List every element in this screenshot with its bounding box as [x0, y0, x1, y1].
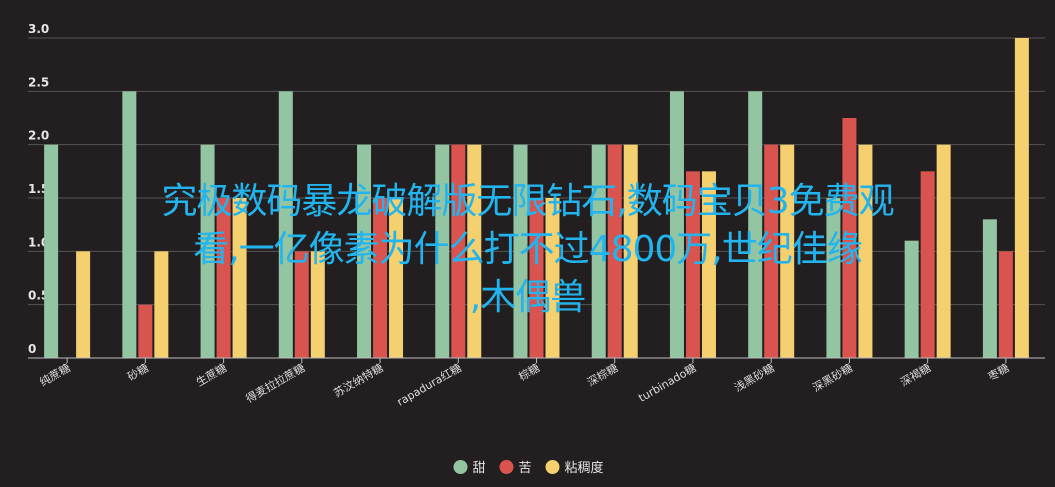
x-tick-label: 浅黑砂糖 [732, 360, 777, 394]
bar [607, 144, 622, 358]
bar [200, 144, 215, 358]
bar [701, 171, 716, 358]
bar [529, 198, 544, 358]
bar [623, 144, 638, 358]
x-tick-label: 纯蔗糖 [37, 360, 73, 389]
bar [138, 304, 153, 358]
bar [1014, 38, 1029, 358]
x-axis-ticks: 纯蔗糖 砂糖 生蔗糖 得麦拉拉蔗糖 苏汶纳特糖 rapadura红糖 棕糖 深棕糖 turbin… [37, 358, 1011, 409]
bar [982, 219, 997, 358]
x-tick-label: 苏汶纳特糖 [331, 360, 386, 400]
bar [764, 144, 779, 358]
legend-swatch [499, 460, 514, 474]
bar [467, 144, 482, 358]
legend-label: 甜 [473, 460, 486, 476]
y-tick-label: 2.0 [28, 129, 49, 143]
legend-label: 粘稠度 [565, 460, 604, 476]
bar [435, 144, 450, 358]
y-tick-label: 0.5 [28, 289, 49, 303]
bar [669, 91, 684, 358]
bar [826, 198, 841, 358]
y-tick-label: 2.5 [28, 75, 49, 89]
bar [936, 144, 951, 358]
bar [685, 171, 700, 358]
y-tick-label: 0 [28, 342, 36, 356]
bar [232, 198, 247, 358]
x-tick-label: 砂糖 [125, 360, 151, 383]
legend: 甜 苦 粘稠度 [453, 460, 604, 476]
y-tick-label: 1.0 [28, 235, 49, 249]
y-tick-label: 3.0 [28, 22, 49, 36]
x-tick-label: 枣糖 [985, 360, 1011, 383]
x-tick-label: 深黑砂糖 [810, 360, 855, 394]
bar [154, 251, 169, 358]
bars [44, 38, 1029, 358]
bar [122, 91, 137, 358]
x-tick-label: 棕糖 [516, 360, 542, 383]
bar [451, 144, 466, 358]
bar [278, 91, 293, 358]
y-axis-ticks: 0 0.5 1.0 1.5 2.0 2.5 3.0 [28, 22, 49, 356]
bar [904, 240, 919, 358]
x-tick-label: 深褐糖 [898, 360, 934, 389]
bar [76, 251, 91, 358]
bar [920, 171, 935, 358]
x-tick-label: turbinado糖 [636, 360, 699, 404]
bar [513, 144, 528, 358]
legend-swatch [453, 460, 468, 474]
bar [545, 198, 560, 358]
legend-swatch [545, 460, 560, 474]
x-tick-label: 生蔗糖 [193, 360, 229, 389]
bar [44, 144, 59, 358]
bar [216, 198, 231, 358]
bar [357, 144, 372, 358]
bar [373, 198, 388, 358]
bar [780, 144, 795, 358]
x-tick-label: 深棕糖 [585, 360, 621, 389]
bar [294, 251, 309, 358]
bar [998, 251, 1013, 358]
bar [389, 198, 404, 358]
y-tick-label: 1.5 [28, 182, 49, 196]
legend-label: 苦 [519, 460, 532, 476]
bar [842, 118, 857, 358]
bar [858, 144, 873, 358]
x-tick-label: rapadura红糖 [394, 360, 464, 408]
bar [310, 251, 325, 358]
x-tick-label: 得麦拉拉蔗糖 [243, 360, 307, 405]
bar [591, 144, 606, 358]
bar [748, 91, 763, 358]
